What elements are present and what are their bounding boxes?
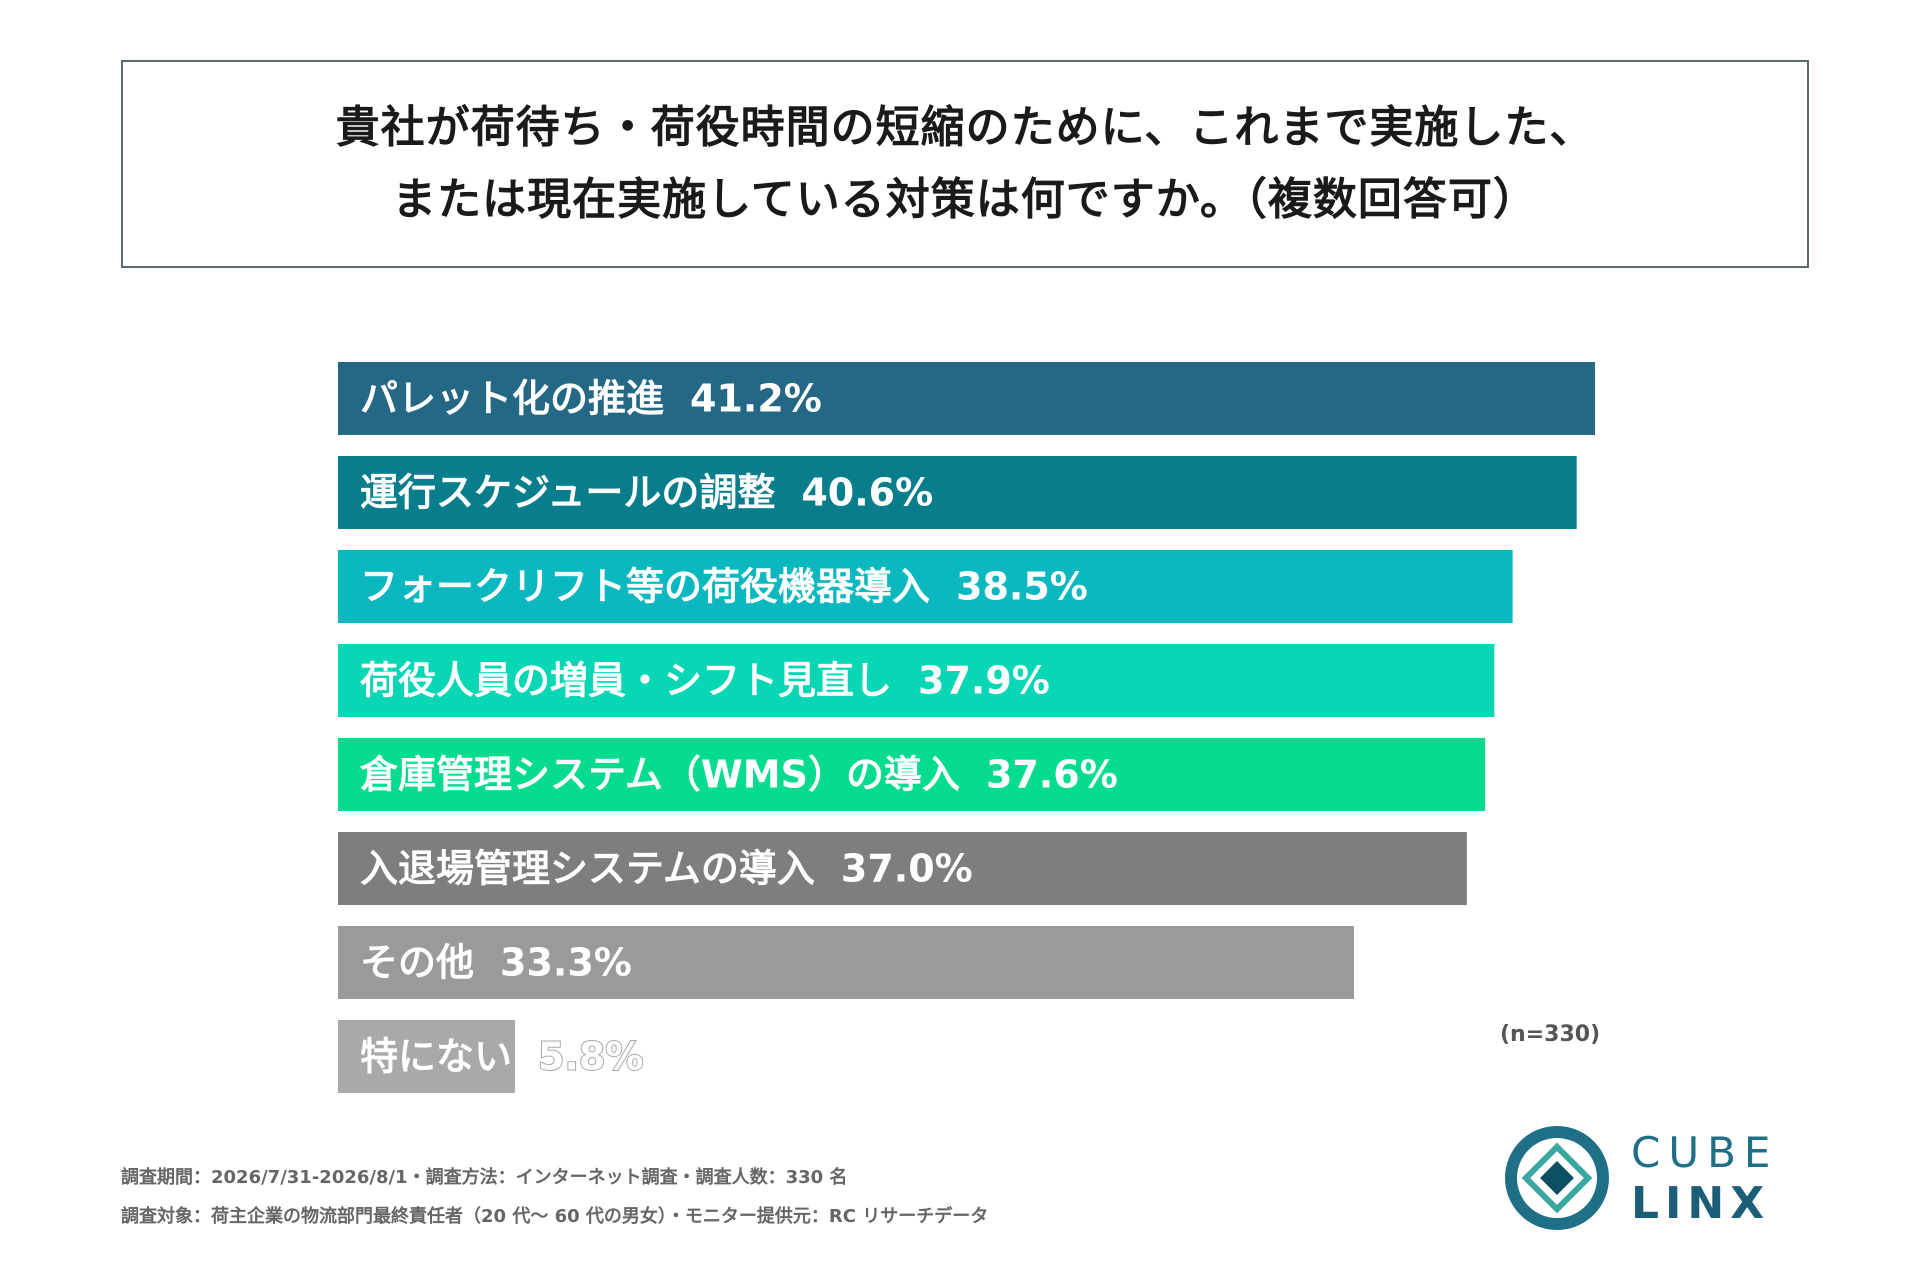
cube-linx-logo: CUBE LINX [1505, 1122, 1815, 1232]
logo-word-linx: LINX [1631, 1178, 1771, 1229]
logo-word-cube: CUBE [1631, 1128, 1779, 1177]
value-label: 37.9% [918, 659, 1050, 703]
bar-label-8: 特にない 5.8% [360, 1035, 643, 1079]
bar-label-4: 荷役人員の増員・シフト見直し 37.9% [360, 659, 1050, 703]
value-label: 5.8% [538, 1035, 643, 1079]
bar-8 [338, 1020, 515, 1093]
bar-6 [338, 832, 1467, 905]
category-label: フォークリフト等の荷役機器導入 [360, 565, 930, 609]
category-label: 倉庫管理システム（WMS）の導入 [359, 753, 960, 797]
value-label: 33.3% [500, 941, 632, 985]
bar-label-1: パレット化の推進 41.2% [360, 377, 822, 421]
survey-period-note: 調査期間：2026/7/31-2026/8/1・調査方法：インターネット調査・調… [121, 1167, 848, 1188]
category-label: 入退場管理システムの導入 [360, 847, 815, 891]
category-label: 荷役人員の増員・シフト見直し [360, 659, 892, 703]
chart-title-line-2: または現在実施している対策は何ですか。（複数回答可） [392, 174, 1538, 225]
bar-label-7: その他 33.3% [360, 941, 632, 985]
category-label: パレット化の推進 [360, 377, 664, 421]
title-box: 貴社が荷待ち・荷役時間の短縮のために、これまで実施した、 または現在実施している… [121, 60, 1809, 268]
value-label: 37.0% [841, 847, 973, 891]
bar-3 [338, 550, 1513, 623]
category-label: その他 [360, 941, 474, 985]
value-label: 38.5% [956, 565, 1088, 609]
cube-logo-icon [1505, 1126, 1609, 1230]
value-label: 41.2% [690, 377, 822, 421]
bar-1 [338, 362, 1595, 435]
bar-label-6: 入退場管理システムの導入 37.0% [360, 847, 973, 891]
bar-5 [338, 738, 1486, 811]
bar-2 [338, 456, 1577, 529]
survey-target-note: 調査対象：荷主企業の物流部門最終責任者（20 代～ 60 代の男女）・モニター提… [121, 1206, 989, 1227]
bar-7 [338, 926, 1354, 999]
chart-title-line-1: 貴社が荷待ち・荷役時間の短縮のために、これまで実施した、 [335, 102, 1595, 153]
value-label: 37.6% [986, 753, 1118, 797]
sample-size-note: (n=330) [1500, 1022, 1601, 1047]
category-label: 運行スケジュールの調整 [360, 471, 775, 515]
category-label: 特にない [360, 1035, 512, 1079]
bar-4 [338, 644, 1495, 717]
bar-label-5: 倉庫管理システム（WMS）の導入 37.6% [359, 753, 1118, 797]
bar-label-3: フォークリフト等の荷役機器導入 38.5% [360, 565, 1088, 609]
bar-label-2: 運行スケジュールの調整 40.6% [360, 471, 933, 515]
value-label: 40.6% [801, 471, 933, 515]
